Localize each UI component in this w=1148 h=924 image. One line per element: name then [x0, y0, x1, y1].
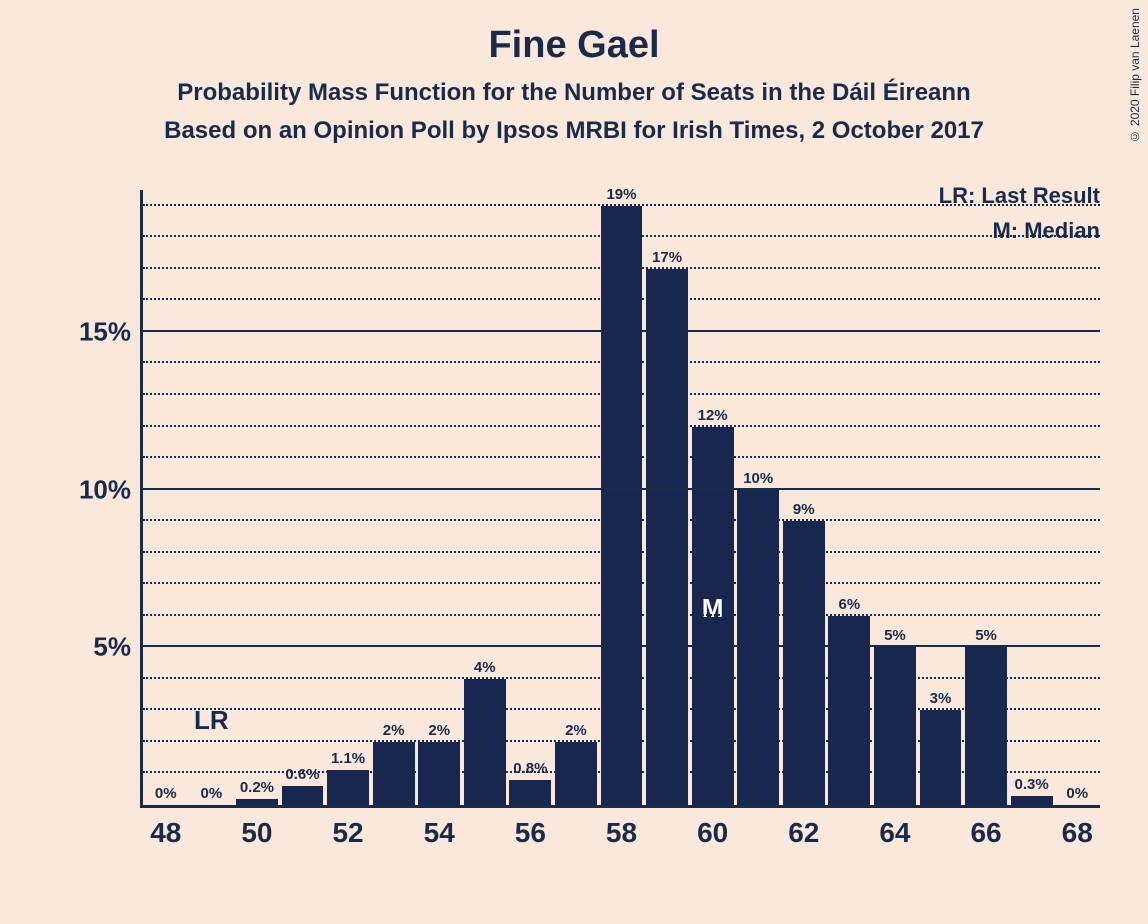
bar: 19% — [601, 206, 643, 805]
x-axis-label: 52 — [332, 817, 363, 849]
x-axis-label: 66 — [970, 817, 1001, 849]
chart-title: Fine Gael — [0, 24, 1148, 67]
bar: 0.8% — [509, 780, 551, 805]
x-axis-label: 64 — [879, 817, 910, 849]
bar-value-label: 0.8% — [509, 760, 551, 777]
bar-value-label: 0% — [190, 785, 232, 802]
bar: 3% — [920, 710, 962, 805]
bar-value-label: 0% — [145, 785, 187, 802]
chart-subtitle-1: Probability Mass Function for the Number… — [0, 79, 1148, 107]
bar-value-label: 10% — [737, 470, 779, 487]
bar: 0.6% — [282, 786, 324, 805]
bar: 5% — [965, 647, 1007, 805]
grid-minor — [143, 740, 1100, 742]
bar-value-label: 5% — [965, 627, 1007, 644]
grid-minor — [143, 519, 1100, 521]
bar: 1.1% — [327, 770, 369, 805]
x-axis-label: 56 — [515, 817, 546, 849]
bar-value-label: 19% — [601, 186, 643, 203]
bar: 17% — [646, 269, 688, 805]
bar-value-label: 2% — [555, 722, 597, 739]
grid-minor — [143, 582, 1100, 584]
bar-value-label: 0.3% — [1011, 776, 1053, 793]
bar-value-label: 2% — [373, 722, 415, 739]
bar-value-label: 12% — [692, 407, 734, 424]
bar-value-label: 6% — [828, 596, 870, 613]
bar: 5% — [874, 647, 916, 805]
grid-minor — [143, 677, 1100, 679]
grid-minor — [143, 425, 1100, 427]
y-axis-label: 10% — [79, 474, 131, 505]
chart-area: LR: Last Result M: Median 0%0%0.2%0.6%1.… — [70, 178, 1110, 858]
last-result-marker: LR — [194, 705, 229, 736]
copyright-text: © 2020 Filip van Laenen — [1128, 8, 1142, 143]
bar-value-label: 5% — [874, 627, 916, 644]
x-axis-label: 58 — [606, 817, 637, 849]
plot-region: 0%0%0.2%0.6%1.1%2%2%4%0.8%2%19%17%12%M10… — [140, 190, 1100, 808]
bar: 6% — [828, 616, 870, 805]
bar: 10% — [737, 490, 779, 805]
x-axis-label: 62 — [788, 817, 819, 849]
x-axis-label: 48 — [150, 817, 181, 849]
grid-minor — [143, 456, 1100, 458]
bar-value-label: 1.1% — [327, 750, 369, 767]
grid-minor — [143, 361, 1100, 363]
bar-value-label: 3% — [920, 690, 962, 707]
grid-minor — [143, 393, 1100, 395]
grid-minor — [143, 298, 1100, 300]
bar-value-label: 2% — [418, 722, 460, 739]
x-axis-label: 50 — [241, 817, 272, 849]
x-axis-label: 54 — [424, 817, 455, 849]
bar: 2% — [373, 742, 415, 805]
grid-minor — [143, 614, 1100, 616]
y-axis-label: 15% — [79, 316, 131, 347]
grid-minor — [143, 551, 1100, 553]
bars-container: 0%0%0.2%0.6%1.1%2%2%4%0.8%2%19%17%12%M10… — [143, 190, 1100, 805]
bar: 9% — [783, 521, 825, 805]
grid-minor — [143, 771, 1100, 773]
bar-value-label: 4% — [464, 659, 506, 676]
bar-value-label: 0.6% — [282, 766, 324, 783]
bar-value-label: 0.2% — [236, 779, 278, 796]
median-marker: M — [692, 593, 734, 624]
x-axis-label: 60 — [697, 817, 728, 849]
bar-value-label: 9% — [783, 501, 825, 518]
bar-value-label: 17% — [646, 249, 688, 266]
chart-titles: Fine Gael Probability Mass Function for … — [0, 0, 1148, 145]
grid-minor — [143, 267, 1100, 269]
grid-minor — [143, 204, 1100, 206]
y-axis-label: 5% — [93, 632, 131, 663]
grid-major — [143, 645, 1100, 647]
bar: 0.3% — [1011, 796, 1053, 805]
bar: 2% — [555, 742, 597, 805]
chart-subtitle-2: Based on an Opinion Poll by Ipsos MRBI f… — [0, 117, 1148, 145]
grid-minor — [143, 708, 1100, 710]
x-axis-label: 68 — [1062, 817, 1093, 849]
bar: 0.2% — [236, 799, 278, 805]
grid-major — [143, 330, 1100, 332]
bar-value-label: 0% — [1056, 785, 1098, 802]
bar: 2% — [418, 742, 460, 805]
grid-minor — [143, 235, 1100, 237]
grid-major — [143, 488, 1100, 490]
